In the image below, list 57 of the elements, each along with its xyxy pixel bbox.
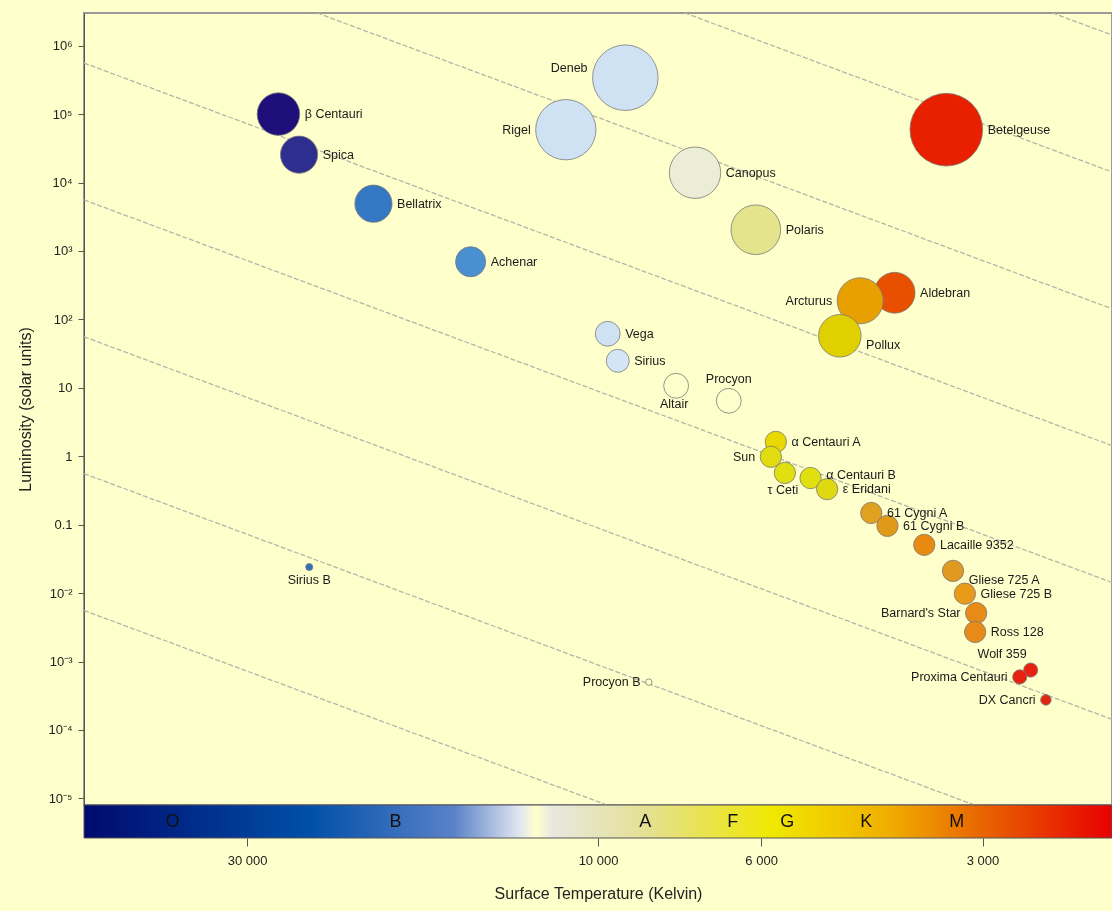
y-tick-label: 10 [58,380,73,396]
series-label: Barnard's Star [881,606,961,621]
series-label: Arcturus [785,293,833,308]
series-label: Rigel [502,122,531,137]
y-tick-label: 10⁵ [52,106,73,122]
y-tick-label: 10⁻² [49,585,74,601]
series-label: Proxima Centauri [911,669,1008,684]
y-tick-label: 10⁻³ [49,654,74,670]
series-label: Pollux [866,337,901,352]
y-tick-label: 10⁻⁵ [48,790,73,806]
series-label: Polaris [785,222,824,237]
series-label: α Centauri A [791,434,862,449]
series-label: Sun [732,449,756,464]
y-tick-label: 10² [53,311,74,327]
series-label: α Centauri B [826,468,896,483]
series-label: Bellatrix [397,196,443,211]
series-label: Altair [659,397,689,412]
series-label: Canopus [725,165,776,180]
y-tick-label: 0.1 [54,517,73,533]
y-axis-title: Luminosity (solar units) [17,327,35,492]
x-tick-label: 6 000 [745,852,778,868]
series-label: Aldebran [920,285,971,300]
series-label: Spica [322,147,354,162]
series-label: Wolf 359 [977,646,1027,661]
series-label: Achenar [490,254,538,269]
y-tick-label: 10⁶ [52,38,73,54]
series-label: DX Cancri [978,692,1036,707]
text: M [949,810,965,831]
text: A [639,810,652,831]
series-label: β Centauri [304,107,363,122]
text: K [860,810,873,831]
x-tick-label: 10 000 [578,852,619,868]
series-label: Vega [625,326,654,341]
series-label: 61 Cygni A [886,506,949,520]
series-label: Gliese 725 B [980,586,1053,601]
x-axis-title: Surface Temperature (Kelvin) [494,884,703,902]
series-label: Deneb [550,60,588,75]
series-label: τ Ceti [767,482,799,497]
text: O [165,810,180,831]
series-label: Betelgeuse [987,122,1051,137]
series-label: Gliese 725 A [968,572,1041,587]
x-tick-label: 30 000 [227,852,268,868]
text: B [389,810,402,831]
series-label: Ross 128 [990,624,1044,639]
x-tick-label: 3 000 [966,852,1000,868]
y-tick-label: 1 [65,448,73,464]
series-label: ε Eridani [842,482,891,497]
y-tick-label: 10³ [53,243,74,259]
series-label: Procyon [705,372,752,387]
series-label: Procyon B [582,675,641,690]
series-label: Sirius [634,353,666,368]
y-tick-label: 10⁻⁴ [48,722,73,738]
series-label: Sirius B [287,572,331,587]
text: F [727,810,739,831]
series-label: Lacaille 9352 [939,537,1014,552]
y-tick-label: 10⁴ [52,175,73,191]
text: G [780,810,795,831]
